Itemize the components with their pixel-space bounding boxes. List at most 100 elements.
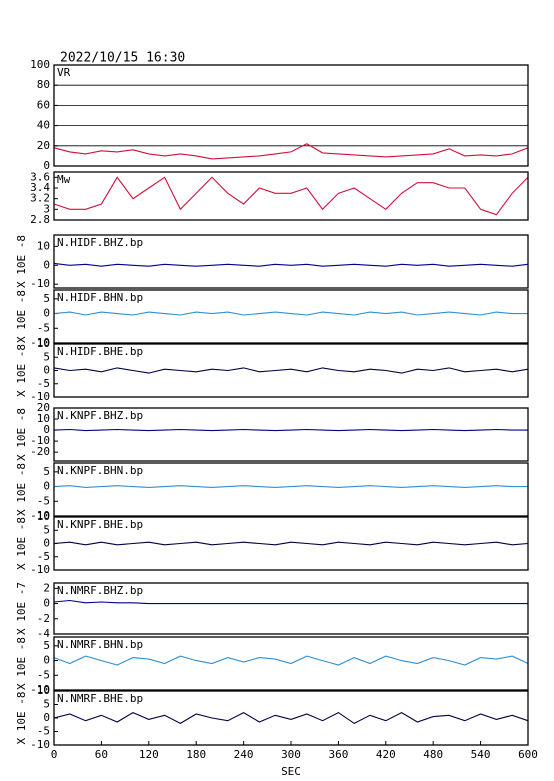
y-tick-label: 20 [37, 401, 50, 414]
panel-label: N.HIDF.BHN.bp [57, 291, 143, 304]
panel-label: N.NMRF.BHZ.bp [57, 584, 143, 597]
y-tick-label: -5 [37, 668, 50, 681]
series-line [53, 262, 529, 267]
panel-label: N.NMRF.BHE.bp [57, 692, 143, 705]
panel-frame [53, 171, 529, 221]
y-axis-label: X 10E -8 [15, 408, 28, 461]
y-tick-label: 10 [37, 412, 50, 425]
y-tick-label: 0 [43, 159, 50, 172]
y-tick-label: 80 [37, 78, 50, 91]
y-tick-label: -5 [37, 725, 50, 738]
panel-frame [53, 407, 529, 462]
panel-frame [53, 64, 529, 167]
x-tick-label: 60 [95, 748, 108, 761]
panel-frame [53, 343, 529, 398]
panel-frame [53, 516, 529, 571]
series-line [53, 176, 529, 216]
y-tick-label: 10 [37, 684, 50, 697]
x-tick-label: 420 [376, 748, 396, 761]
x-tick-label: 120 [139, 748, 159, 761]
y-tick-label: 0 [43, 537, 50, 550]
y-tick-label: 0 [43, 654, 50, 667]
y-axis-label: X 10E -8 [15, 344, 28, 397]
series-line [53, 541, 529, 546]
series-line [53, 143, 529, 160]
panel-frame [53, 636, 529, 691]
y-tick-label: 3.4 [30, 181, 50, 194]
x-tick-label: 180 [186, 748, 206, 761]
y-axis-label: X 10E -8 [15, 463, 28, 516]
y-tick-label: 5 [43, 639, 50, 652]
y-axis-label: X 10E -8 [15, 235, 28, 288]
y-tick-label: 0 [43, 480, 50, 493]
y-tick-label: -4 [37, 627, 51, 640]
series-line [53, 711, 529, 725]
y-tick-label: 5 [43, 465, 50, 478]
y-axis-label: X 10E -7 [15, 582, 28, 635]
y-tick-label: 5 [43, 698, 50, 711]
y-tick-label: -5 [37, 321, 50, 334]
timestamp: 2022/10/15 16:30 [60, 51, 185, 66]
y-tick-label: -10 [30, 563, 50, 576]
panel-label: N.KNPF.BHN.bp [57, 464, 143, 477]
series-line [53, 485, 528, 488]
y-tick-label: 5 [43, 292, 50, 305]
y-tick-label: 3.2 [30, 192, 50, 205]
panel-label: Mw [57, 173, 71, 186]
y-tick-label: 2.8 [30, 213, 50, 226]
y-tick-label: 10 [37, 239, 50, 252]
y-tick-label: -2 [37, 612, 50, 625]
y-tick-label: -10 [30, 738, 50, 751]
y-tick-label: 40 [37, 119, 50, 132]
series-line [53, 428, 528, 432]
y-tick-label: 0 [43, 364, 50, 377]
y-tick-label: 5 [43, 523, 50, 536]
y-tick-label: 2 [43, 581, 50, 594]
x-tick-label: 540 [471, 748, 491, 761]
panel-frame [53, 462, 529, 517]
series-line [53, 311, 528, 316]
y-tick-label: 0 [43, 423, 50, 436]
y-tick-label: -10 [30, 390, 50, 403]
y-tick-label: 10 [37, 337, 50, 350]
panel-label: VR [57, 66, 71, 79]
x-tick-label: 480 [423, 748, 443, 761]
x-tick-label: 240 [234, 748, 254, 761]
series-line [53, 655, 529, 666]
y-axis-label: X 10E -8 [15, 692, 28, 745]
y-tick-label: -5 [37, 550, 50, 563]
y-tick-label: -5 [37, 377, 50, 390]
panel-label: N.HIDF.BHE.bp [57, 345, 143, 358]
y-tick-label: 3.6 [30, 170, 50, 183]
y-axis-label: X 10E -8 [15, 637, 28, 690]
panel-label: N.NMRF.BHN.bp [57, 638, 143, 651]
panel-label: N.KNPF.BHE.bp [57, 518, 143, 531]
x-tick-label: 360 [328, 748, 348, 761]
panel-label: N.KNPF.BHZ.bp [57, 409, 143, 422]
y-tick-label: -20 [30, 445, 50, 458]
y-tick-label: 0 [43, 597, 50, 610]
x-tick-label: 600 [518, 748, 538, 761]
x-tick-label: 0 [51, 748, 58, 761]
y-tick-label: -10 [30, 277, 50, 290]
y-tick-label: 0 [43, 711, 50, 724]
panel-frame [53, 289, 529, 344]
y-axis-label: X 10E -8 [15, 290, 28, 343]
y-axis-label: X 10E -8 [15, 517, 28, 570]
y-tick-label: 5 [43, 350, 50, 363]
panel-label: N.HIDF.BHZ.bp [57, 236, 143, 249]
series-line [53, 599, 528, 605]
y-tick-label: -10 [30, 434, 50, 447]
series-line [53, 367, 529, 374]
y-tick-label: 0 [43, 258, 50, 271]
y-tick-label: 100 [30, 58, 50, 71]
y-tick-label: -10 [30, 336, 50, 349]
panel-frame [53, 582, 529, 635]
y-tick-label: -10 [30, 683, 50, 696]
y-tick-label: 10 [37, 510, 50, 523]
y-tick-label: -5 [37, 494, 50, 507]
x-axis-label: SEC [281, 765, 301, 778]
y-tick-label: 3 [43, 202, 50, 215]
panel-frame [53, 234, 529, 289]
